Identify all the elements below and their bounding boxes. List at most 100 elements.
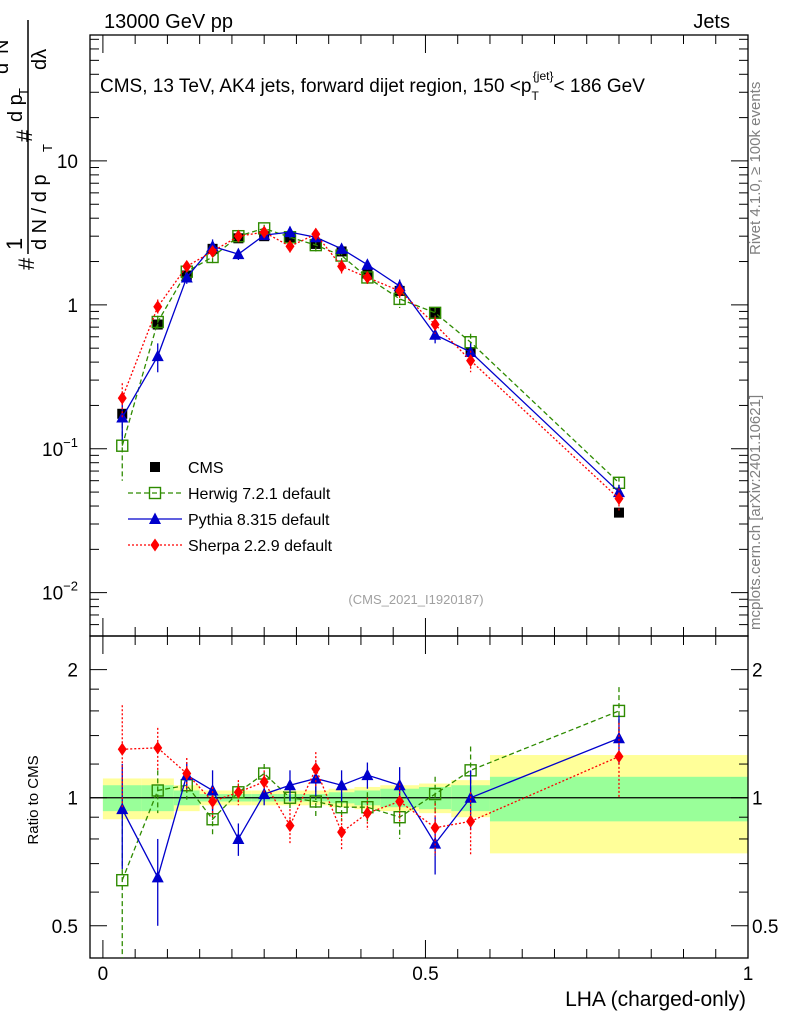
sherpa-main-point — [395, 284, 405, 298]
x-tick-label: 0.5 — [412, 964, 438, 985]
header-left: 13000 GeV pp — [104, 11, 233, 33]
rivet-version-label: Rivet 4.1.0, ≥ 100k events — [747, 82, 764, 255]
sherpa-ratio-point — [466, 814, 476, 828]
pythia-ratio-point — [232, 832, 245, 844]
ylabel-n: N — [0, 40, 13, 54]
ylabel-dp: d p — [5, 94, 27, 122]
mcplots-label: mcplots.cern.ch [arXiv:2401.10621] — [747, 395, 764, 630]
sherpa-main-point — [117, 391, 127, 405]
sherpa-main-point — [153, 300, 163, 314]
main-ytick-label-0p01: 10−2 — [42, 579, 78, 605]
legend-label: Sherpa 2.2.9 default — [188, 538, 333, 555]
sherpa-ratio-point — [430, 821, 440, 835]
pythia-main-point — [612, 485, 625, 498]
title-sup: {jet} — [533, 69, 554, 83]
ylabel-d: d — [0, 63, 13, 74]
x-tick-label: 1 — [743, 964, 754, 985]
sherpa-ratio-point — [259, 775, 269, 789]
sherpa-main-line — [121, 231, 620, 500]
pythia-ratio-point — [429, 837, 442, 849]
sherpa-ratio-line — [122, 747, 620, 834]
title-sub: T — [531, 89, 539, 103]
legend-label: CMS — [188, 460, 224, 477]
legend-label: Pythia 8.315 default — [188, 512, 330, 529]
legend-label: Herwig 7.2.1 default — [188, 486, 331, 503]
main-ytick-label-0p1-exp: −1 — [63, 435, 78, 450]
sherpa-ratio-point — [395, 794, 405, 808]
title-suffix: < 186 GeV — [554, 76, 646, 97]
herwig-ratio-point — [428, 787, 442, 801]
pythia-main-point — [429, 328, 442, 340]
pythia-main-point — [335, 242, 348, 254]
ratio-ytick-label-right: 0.5 — [752, 917, 778, 938]
ylabel-t-1: T — [40, 144, 55, 152]
sherpa-main-point — [430, 318, 440, 332]
legend-marker — [150, 462, 160, 472]
sherpa-main-point — [311, 227, 321, 241]
sherpa-main-point — [233, 229, 243, 243]
ylabel-t-2: T — [16, 88, 31, 96]
herwig-main-point — [116, 439, 129, 452]
ratio-ytick-label-right: 1 — [752, 789, 763, 810]
ratio-ytick-label-left: 2 — [67, 661, 78, 682]
sherpa-ratio-point — [311, 762, 321, 776]
pythia-ratio-point — [283, 778, 296, 791]
title-prefix: CMS, 13 TeV, AK4 jets, forward dijet reg… — [100, 76, 531, 97]
ratio-panel: 0 0.5 1 2 2 1 1 0.5 0.5 — [52, 635, 778, 985]
sherpa-main-point — [259, 225, 269, 239]
pythia-main-line — [121, 231, 620, 493]
sherpa-ratio-point — [153, 741, 163, 755]
legend-marker — [150, 538, 160, 552]
herwig-ratio-point — [335, 801, 348, 814]
analysis-id-label: (CMS_2021_I1920187) — [348, 592, 483, 607]
legend: CMS Herwig 7.2.1 default Pythia 8.315 defa… — [128, 460, 333, 555]
pythia-main-point — [180, 270, 193, 283]
pythia-ratio-point — [258, 787, 271, 800]
sherpa-main-point — [208, 244, 218, 258]
main-ytick-label-1: 1 — [67, 296, 78, 317]
cms-data-point — [430, 307, 441, 318]
sherpa-ratio-point — [614, 750, 624, 764]
sherpa-main-point — [285, 239, 295, 253]
ratio-frame — [89, 635, 749, 959]
ratio-ytick-label-right: 2 — [752, 661, 763, 682]
sherpa-main-point — [337, 259, 347, 273]
pythia-ratio-point — [151, 870, 164, 883]
main-ytick-label-0p01-exp: −2 — [63, 579, 78, 594]
ratio-y-label: Ratio to CMS — [25, 755, 42, 844]
herwig-ratio-point — [309, 795, 322, 808]
sherpa-ratio-point — [117, 742, 127, 756]
x-axis-label: LHA (charged-only) — [565, 988, 746, 1011]
main-ytick-label-0p1: 10−1 — [42, 435, 78, 461]
ratio-ytick-label-left: 1 — [67, 789, 78, 810]
main-title: CMS, 13 TeV, AK4 jets, forward dijet reg… — [100, 69, 645, 103]
herwig-ratio-point — [206, 813, 219, 826]
sherpa-ratio-point — [233, 785, 243, 799]
main-y-label: # 1 d N / d p T # d p T d 2 N dλ — [0, 20, 55, 270]
main-ytick-label-10: 10 — [57, 152, 78, 173]
pythia-main-point — [361, 258, 374, 270]
pythia-ratio-point — [116, 802, 129, 815]
sherpa-main-point — [182, 259, 192, 273]
ylabel-dlambda: dλ — [29, 49, 51, 70]
pythia-main-point — [283, 225, 296, 238]
ylabel-two: 2 — [0, 55, 1, 62]
header-right: Jets — [693, 11, 730, 33]
pythia-ratio-point — [206, 783, 219, 796]
ylabel-hash-1: # — [14, 257, 39, 270]
legend-marker — [148, 486, 162, 500]
pythia-ratio-point — [612, 731, 625, 744]
herwig-ratio-point — [116, 873, 129, 887]
ratio-ytick-label-left: 0.5 — [52, 917, 78, 938]
ylabel-one: 1 — [2, 238, 27, 250]
cms-data-point — [613, 507, 624, 518]
sherpa-main-point — [466, 354, 476, 368]
x-tick-label: 0 — [98, 964, 109, 985]
legend-marker — [149, 512, 161, 524]
main-ytick-label-0p01-base: 10 — [42, 584, 63, 605]
ylabel-hash-2: # — [12, 129, 37, 142]
sherpa-ratio-point — [285, 819, 295, 833]
sherpa-main-point — [614, 492, 624, 506]
ylabel-dn: d N / d p — [29, 174, 51, 250]
